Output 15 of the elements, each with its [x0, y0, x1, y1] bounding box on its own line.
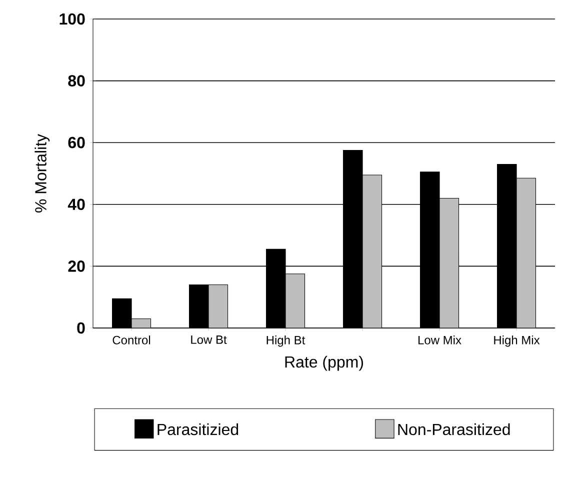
- y-tick-label: 60: [68, 136, 85, 148]
- y-tick-label: 20: [68, 260, 85, 272]
- x-tick-label: Low Bt: [191, 336, 227, 344]
- x-tick-label: High Mix: [494, 336, 540, 347]
- y-tick-label: 40: [68, 198, 85, 210]
- x-tick-label: Low Mix: [418, 336, 462, 344]
- y-tick-label: 0: [77, 322, 85, 334]
- x-axis-title: Rate (ppm): [285, 356, 363, 371]
- y-axis-title: % Mortality: [34, 134, 50, 212]
- x-tick-label: Control: [112, 336, 150, 344]
- x-tick-label: High Bt: [266, 336, 306, 347]
- y-tick-label: 100: [60, 13, 85, 25]
- legend-label: Non-Parasitized: [398, 423, 510, 436]
- legend-label: Parasitizied: [158, 423, 238, 436]
- y-tick-label: 80: [68, 75, 85, 86]
